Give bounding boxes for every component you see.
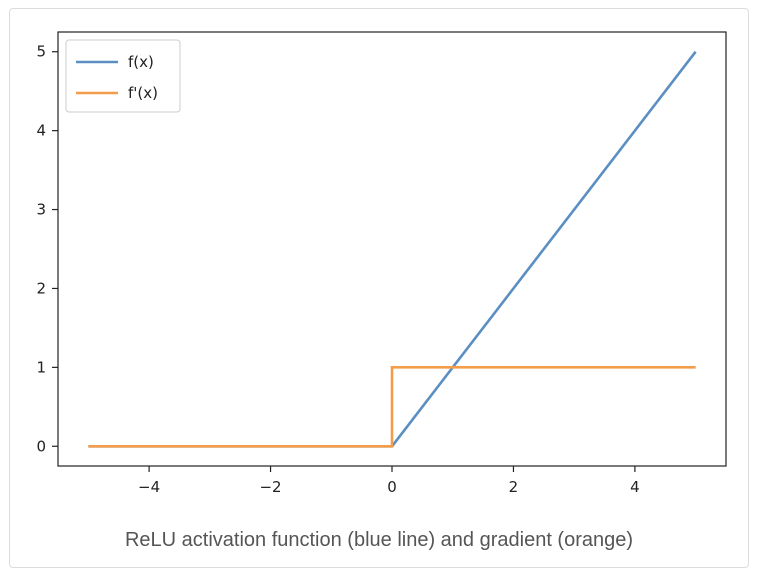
y-tick-label: 3 <box>36 201 46 219</box>
y-tick-label: 2 <box>36 279 46 297</box>
figure-caption: ReLU activation function (blue line) and… <box>124 529 634 551</box>
x-tick-label: −4 <box>138 478 160 496</box>
x-tick-label: 2 <box>509 478 519 496</box>
y-tick-label: 1 <box>36 358 46 376</box>
x-tick-label: 4 <box>630 478 640 496</box>
relu-chart: −4 −2 0 2 4 0 1 2 3 4 5 f(x) f'(x) <box>36 31 727 496</box>
legend: f(x) f'(x) <box>65 39 181 113</box>
x-tick-label: 0 <box>387 478 397 496</box>
legend-label-0: f(x) <box>128 53 154 71</box>
legend-label-1: f'(x) <box>128 84 158 102</box>
y-tick-label: 5 <box>36 43 46 61</box>
y-tick-label: 4 <box>36 122 46 140</box>
legend-box <box>65 39 181 113</box>
axis-ticks: −4 −2 0 2 4 0 1 2 3 4 5 <box>36 43 639 496</box>
x-tick-label: −2 <box>259 478 281 496</box>
plot-area <box>57 31 727 467</box>
series-line-1 <box>88 366 696 448</box>
y-tick-label: 0 <box>36 437 46 455</box>
